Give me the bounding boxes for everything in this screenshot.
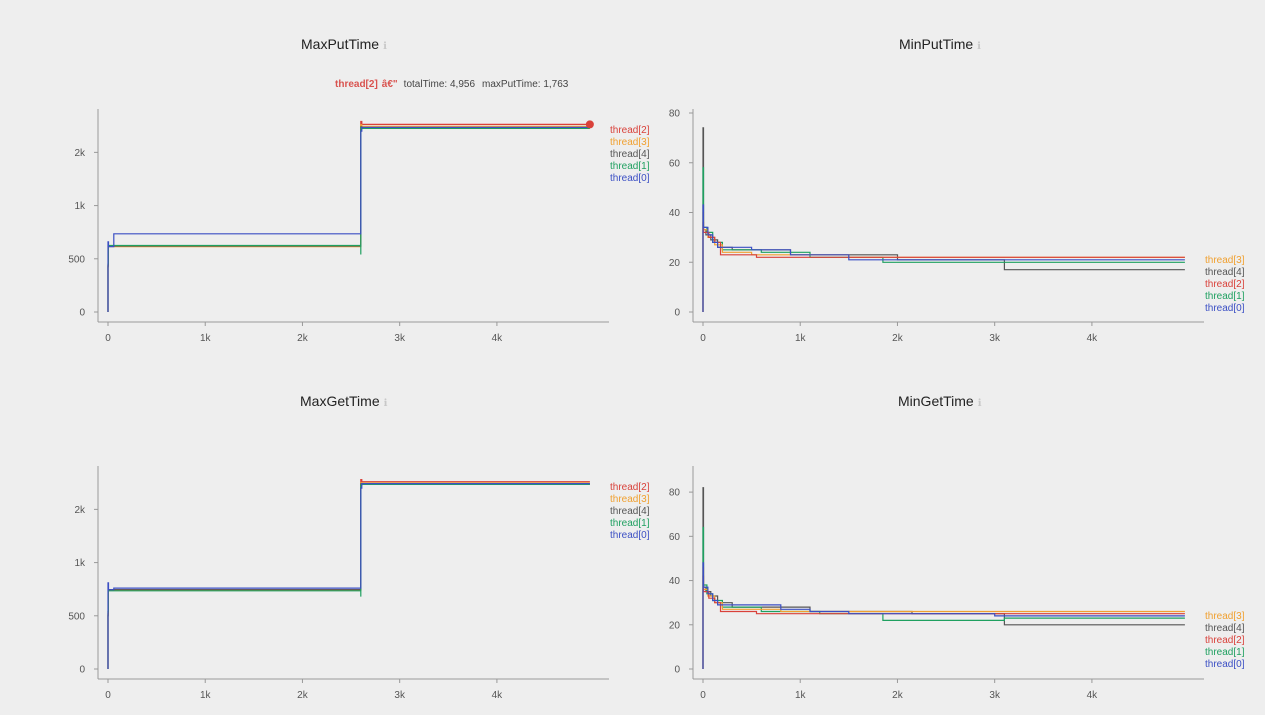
series-line-thread0[interactable] <box>107 483 590 669</box>
hover-tooltip: thread[2] â€" totalTime: 4,956 maxPutTime: … <box>335 79 575 90</box>
y-tick-label: 60 <box>669 532 681 543</box>
x-tick-label: 3k <box>394 690 406 701</box>
y-tick-label: 1k <box>74 201 86 212</box>
legend-item-thread4[interactable]: thread[4] <box>610 149 650 160</box>
y-tick-label: 0 <box>79 665 85 676</box>
legend-item-thread2[interactable]: thread[2] <box>1205 279 1245 290</box>
tooltip-separator: â€" <box>381 79 398 90</box>
y-tick-label: 0 <box>79 308 85 319</box>
legend-item-thread1[interactable]: thread[1] <box>1205 291 1245 302</box>
series-line-thread0[interactable] <box>702 562 1185 669</box>
chart-title-text: MinPutTime <box>899 36 974 52</box>
legend-item-thread3[interactable]: thread[3] <box>610 494 650 505</box>
x-tick-label: 0 <box>105 690 111 701</box>
series-line-thread4[interactable] <box>702 487 1185 669</box>
y-tick-label: 500 <box>68 611 85 622</box>
chart-title-text: MaxPutTime <box>301 36 380 52</box>
info-icon[interactable]: ℹ <box>383 41 387 52</box>
y-tick-label: 40 <box>669 208 681 219</box>
chart-title-maxgettime: MaxGetTime ℹ <box>300 393 387 409</box>
legend-item-thread3[interactable]: thread[3] <box>610 137 650 148</box>
x-tick-label: 3k <box>989 333 1001 344</box>
legend-item-thread0[interactable]: thread[0] <box>610 530 650 541</box>
x-tick-label: 4k <box>492 333 504 344</box>
series-line-thread1[interactable] <box>702 526 1185 670</box>
y-tick-label: 500 <box>68 254 85 265</box>
y-tick-label: 80 <box>669 488 681 499</box>
tooltip-total-time: totalTime: 4,956 <box>403 79 476 90</box>
info-icon[interactable]: ℹ <box>977 41 981 52</box>
chart-title-mingettime: MinGetTime ℹ <box>898 393 982 409</box>
y-tick-label: 0 <box>674 308 680 319</box>
legend-item-thread0[interactable]: thread[0] <box>610 173 650 184</box>
x-tick-label: 2k <box>297 333 309 344</box>
x-tick-label: 4k <box>492 690 504 701</box>
series-line-thread2[interactable] <box>702 575 1185 669</box>
y-tick-label: 20 <box>669 620 681 631</box>
info-icon[interactable]: ℹ <box>383 398 388 409</box>
chart-title-text: MaxGetTime <box>300 393 380 409</box>
y-tick-label: 1k <box>74 558 86 569</box>
chart-title-maxputtime: MaxPutTime ℹ <box>301 36 387 52</box>
x-tick-label: 3k <box>394 333 406 344</box>
x-tick-label: 0 <box>700 690 706 701</box>
legend-item-thread1[interactable]: thread[1] <box>610 518 650 529</box>
y-tick-label: 80 <box>669 109 681 120</box>
y-tick-label: 40 <box>669 576 681 587</box>
legend-item-thread2[interactable]: thread[2] <box>610 125 650 136</box>
x-tick-label: 2k <box>297 690 309 701</box>
x-tick-label: 2k <box>892 333 904 344</box>
chart-title-minputtime: MinPutTime ℹ <box>899 36 981 52</box>
x-tick-label: 1k <box>200 333 212 344</box>
y-tick-label: 0 <box>674 665 680 676</box>
x-tick-label: 0 <box>105 333 111 344</box>
y-tick-label: 60 <box>669 158 681 169</box>
legend-item-thread4[interactable]: thread[4] <box>1205 267 1245 278</box>
x-tick-label: 2k <box>892 690 904 701</box>
series-line-thread0[interactable] <box>107 126 590 312</box>
legend-item-thread2[interactable]: thread[2] <box>1205 635 1245 646</box>
x-tick-label: 1k <box>795 333 807 344</box>
chart-title-text: MinGetTime <box>898 393 974 409</box>
legend-item-thread3[interactable]: thread[3] <box>1205 255 1245 266</box>
legend-item-thread2[interactable]: thread[2] <box>610 482 650 493</box>
legend-item-thread0[interactable]: thread[0] <box>1205 303 1245 314</box>
tooltip-max-put-time: maxPutTime: 1,763 <box>482 79 569 90</box>
series-line-thread0[interactable] <box>702 204 1185 312</box>
legend-item-thread1[interactable]: thread[1] <box>610 161 650 172</box>
y-tick-label: 2k <box>74 148 86 159</box>
legend-item-thread4[interactable]: thread[4] <box>610 506 650 517</box>
legend-item-thread4[interactable]: thread[4] <box>1205 623 1245 634</box>
legend-item-thread0[interactable]: thread[0] <box>1205 659 1245 670</box>
y-tick-label: 2k <box>74 505 86 516</box>
x-tick-label: 4k <box>1087 690 1099 701</box>
highlight-point[interactable] <box>585 120 594 129</box>
tooltip-series: thread[2] <box>335 79 378 90</box>
y-tick-label: 20 <box>669 258 681 269</box>
x-tick-label: 1k <box>795 690 807 701</box>
legend-item-thread3[interactable]: thread[3] <box>1205 611 1245 622</box>
info-icon[interactable]: ℹ <box>977 398 982 409</box>
x-tick-label: 3k <box>989 690 1001 701</box>
x-tick-label: 4k <box>1087 333 1099 344</box>
x-tick-label: 0 <box>700 333 706 344</box>
legend-item-thread1[interactable]: thread[1] <box>1205 647 1245 658</box>
x-tick-label: 1k <box>200 690 212 701</box>
